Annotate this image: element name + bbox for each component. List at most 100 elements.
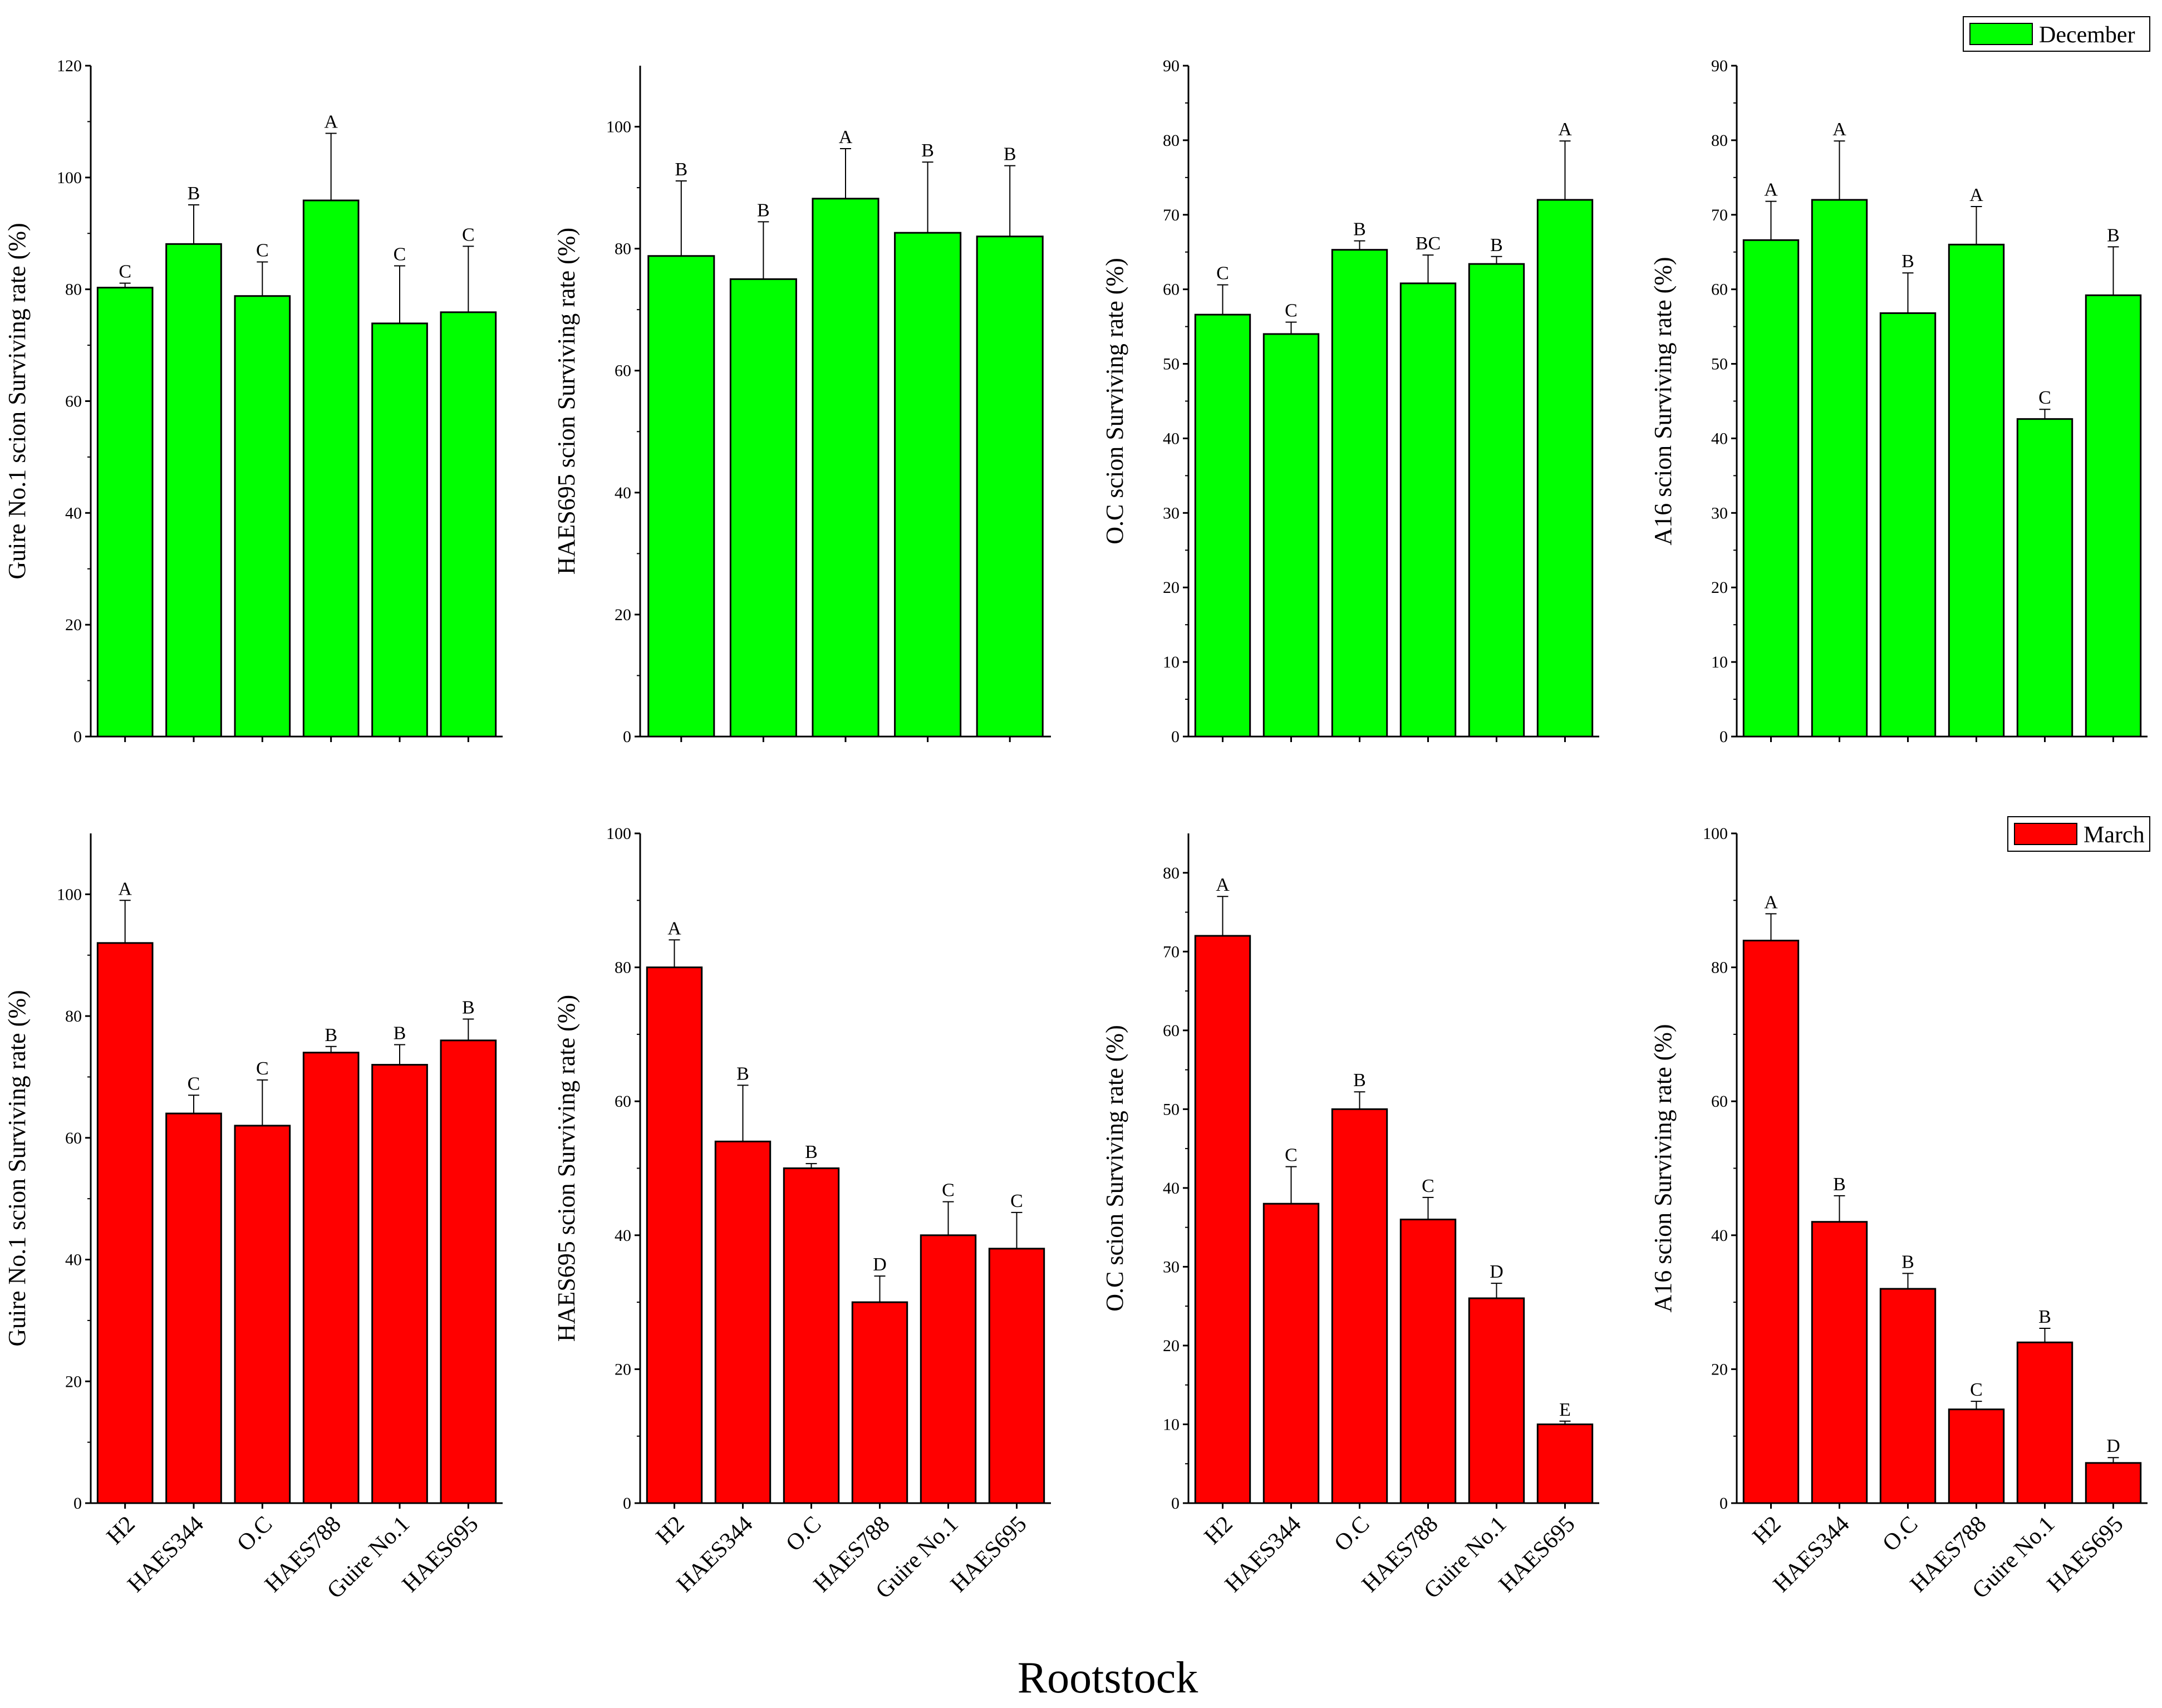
y-tick-label: 60 <box>1711 1092 1728 1111</box>
y-tick-label: 80 <box>615 240 631 258</box>
significance-letter: B <box>325 1025 337 1046</box>
y-tick-label: 0 <box>1719 728 1728 746</box>
bar <box>1742 939 1800 1504</box>
significance-letter: B <box>805 1142 818 1162</box>
bar <box>1331 1108 1388 1504</box>
y-tick-label: 120 <box>57 57 82 75</box>
y-tick-label: 20 <box>615 1360 631 1378</box>
y-tick-label: 20 <box>65 1372 82 1391</box>
y-axis-label: A16 scion Surviving rate (%) <box>1649 1024 1677 1312</box>
bar <box>1742 239 1800 738</box>
y-tick-label: 60 <box>1163 1022 1180 1040</box>
y-tick-label: 20 <box>1163 578 1180 597</box>
y-tick-label: 100 <box>606 118 631 136</box>
y-tick-label: 0 <box>1171 1494 1180 1513</box>
bar <box>302 1052 360 1504</box>
y-axis-label: O.C scion Surviving rate (%) <box>1101 1025 1128 1311</box>
bar <box>920 1234 977 1504</box>
x-category-label: HAES344 <box>1220 1511 1306 1598</box>
bar <box>1262 1203 1320 1504</box>
bar <box>302 199 360 738</box>
significance-letter: BC <box>1416 233 1441 254</box>
significance-letter: B <box>188 183 200 204</box>
y-tick-label: 60 <box>65 1129 82 1147</box>
x-category-label: HAES344 <box>672 1511 758 1598</box>
significance-letter: C <box>119 262 131 282</box>
x-category-label: H2 <box>102 1511 140 1550</box>
significance-letter: B <box>1490 235 1503 256</box>
bar <box>1879 312 1937 738</box>
y-tick-label: 30 <box>1163 1258 1180 1276</box>
y-tick-label: 90 <box>1711 57 1728 75</box>
bar <box>440 311 497 738</box>
significance-letter: B <box>675 159 687 180</box>
bar <box>1262 333 1320 738</box>
significance-letter: C <box>462 224 475 245</box>
significance-letter: B <box>2107 225 2120 246</box>
y-tick-label: 40 <box>1711 429 1728 448</box>
chart-panel-1: 0 20 40 60 80 100 120 C B C A C C Guire No.1 scion Su… <box>3 57 503 746</box>
bar <box>1468 263 1525 738</box>
bar <box>371 1064 428 1504</box>
bar <box>1399 1218 1457 1504</box>
significance-letter: A <box>324 112 338 132</box>
bar <box>647 255 715 738</box>
significance-letter: C <box>256 1058 269 1079</box>
bar <box>2085 294 2142 738</box>
y-tick-label: 60 <box>615 362 631 380</box>
chart-panel-7: 01020304050607080AH2CHAES344BO.CCHAES788… <box>1101 833 1599 1604</box>
y-tick-label: 80 <box>1711 131 1728 150</box>
y-tick-label: 0 <box>1719 1494 1728 1513</box>
significance-letter: B <box>1353 1070 1366 1091</box>
y-tick-label: 40 <box>615 1226 631 1245</box>
x-category-label: HAES695 <box>397 1511 484 1598</box>
y-tick-label: 70 <box>1163 206 1180 224</box>
legend-label: March <box>2084 822 2145 848</box>
y-tick-label: 80 <box>1163 864 1180 882</box>
y-tick-label: 0 <box>73 728 82 746</box>
y-tick-label: 60 <box>1711 281 1728 299</box>
bar <box>1811 1221 1868 1504</box>
bar <box>988 1248 1045 1504</box>
bar <box>1948 243 2005 738</box>
significance-letter: B <box>1004 144 1016 165</box>
bar <box>894 232 962 738</box>
significance-letter: B <box>2038 1307 2051 1327</box>
significance-letter: C <box>394 244 406 264</box>
bar <box>812 198 879 738</box>
bar <box>1399 282 1457 738</box>
significance-letter: A <box>667 918 681 939</box>
y-axis-label: A16 scion Surviving rate (%) <box>1649 257 1677 545</box>
significance-letter: E <box>1559 1400 1571 1420</box>
significance-letter: D <box>1490 1262 1503 1282</box>
chart-panel-3: 0 10 20 30 40 50 60 70 80 90 C C B BC B A O.C scion Surv… <box>1101 57 1599 746</box>
significance-letter: D <box>2106 1436 2120 1456</box>
chart-panel-6: 020406080100AH2BHAES344BO.CDHAES788CGuir… <box>553 824 1051 1604</box>
y-tick-label: 90 <box>1163 57 1180 75</box>
significance-letter: B <box>757 200 770 220</box>
y-tick-label: 50 <box>1163 355 1180 374</box>
legend-label: December <box>2039 22 2135 48</box>
bar <box>851 1301 908 1504</box>
chart-panel-2: 0 20 40 60 80 100 B B A B B HAES695 scion Surviving… <box>553 66 1051 746</box>
x-category-label: HAES695 <box>946 1511 1032 1598</box>
y-tick-label: 100 <box>57 169 82 187</box>
bar <box>1948 1408 2005 1504</box>
significance-letter: C <box>2038 387 2051 408</box>
x-category-label: O.C <box>1878 1511 1923 1557</box>
y-axis-label: Guire No.1 scion Surviving rate (%) <box>3 223 31 579</box>
significance-letter: B <box>1901 1251 1914 1272</box>
y-tick-label: 40 <box>1711 1226 1728 1245</box>
significance-letter: C <box>1010 1191 1023 1211</box>
bar <box>234 295 291 738</box>
y-tick-label: 10 <box>1163 653 1180 671</box>
significance-letter: C <box>188 1073 200 1094</box>
y-tick-label: 40 <box>1163 1179 1180 1197</box>
chart-panel-4: 0 10 20 30 40 50 60 70 80 90 A A B A C B A16 scion Survi… <box>1649 16 2150 746</box>
bar <box>165 243 222 738</box>
y-tick-label: 80 <box>615 959 631 977</box>
x-category-label: O.C <box>232 1511 277 1557</box>
x-category-label: H2 <box>651 1511 690 1550</box>
y-tick-label: 10 <box>1163 1415 1180 1434</box>
